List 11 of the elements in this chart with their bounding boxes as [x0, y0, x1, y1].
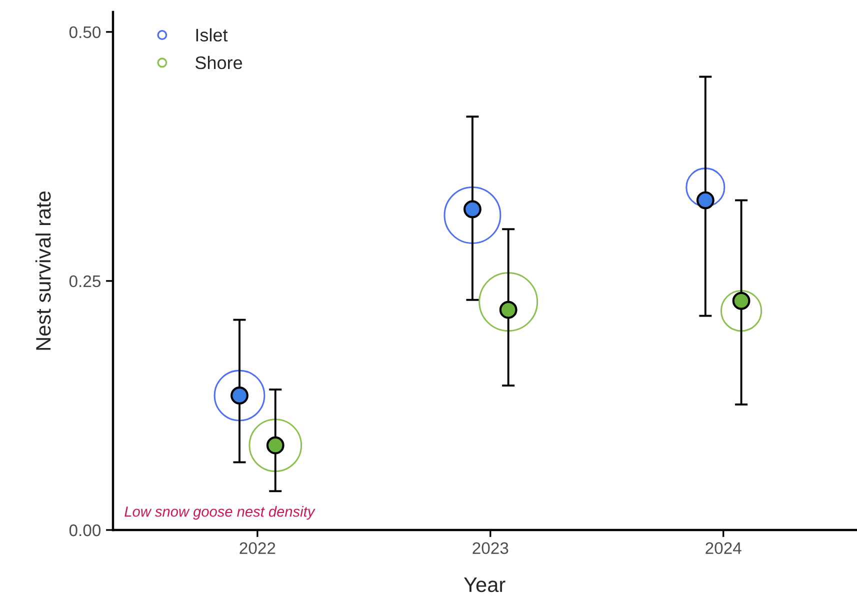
y-axis-title: Nest survival rate — [35, 191, 51, 350]
x-tick-label: 2024 — [706, 542, 742, 554]
y-tick-label: 0.50 — [69, 26, 101, 38]
annotation: Low snow goose nest density — [124, 506, 316, 520]
legend-label: Shore — [195, 56, 242, 70]
y-tick-label: 0.00 — [69, 524, 101, 536]
x-axis-title: Year — [464, 578, 506, 592]
x-tick-label: 2022 — [240, 542, 276, 554]
x-tick-label: 2023 — [472, 542, 508, 554]
y-tick-label: 0.25 — [69, 275, 100, 288]
legend-label: Islet — [196, 28, 228, 42]
